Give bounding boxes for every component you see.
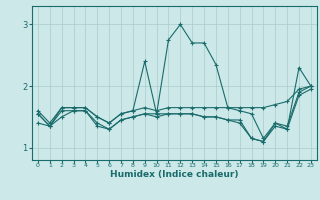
X-axis label: Humidex (Indice chaleur): Humidex (Indice chaleur) bbox=[110, 170, 239, 179]
